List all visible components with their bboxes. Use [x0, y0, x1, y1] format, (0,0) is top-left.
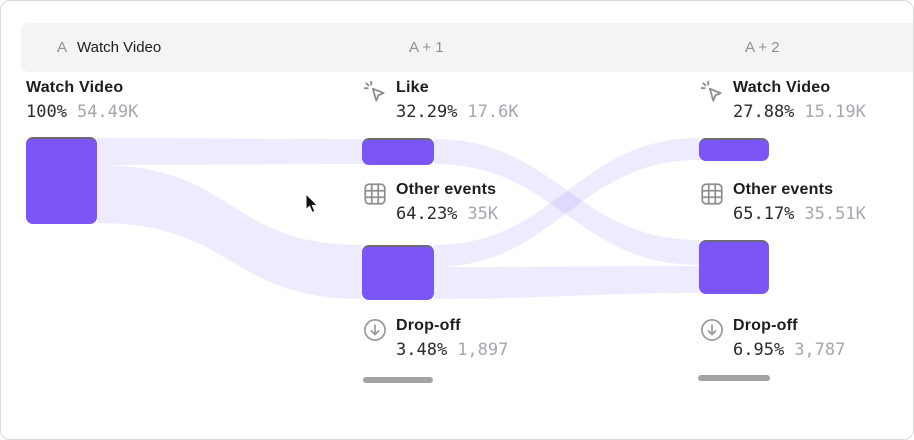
entry-percent: 3.48% [396, 340, 448, 360]
step-header-watch-video[interactable]: A Watch Video [21, 23, 387, 72]
entry-like-a1: Like 32.29% 17.6K [362, 77, 519, 124]
entry-count: 1,897 [457, 340, 509, 360]
step-header-label: A + 1 [409, 39, 444, 56]
flow-watchvideo-to-like[interactable] [97, 138, 362, 165]
grid-icon [699, 181, 725, 207]
entry-percent: 32.29% [396, 102, 458, 122]
flow-like-to-otherevents2[interactable] [434, 139, 699, 265]
click-icon [699, 79, 725, 105]
node-other-events-a1[interactable] [362, 245, 434, 300]
entry-other-events-a1: Other events 64.23% 35K [362, 179, 498, 226]
entry-watch-video-a2: Watch Video 27.88% 15.19K [699, 77, 866, 124]
step-header-a-plus-1[interactable]: A + 1 [357, 23, 739, 72]
entry-label: Other events [733, 181, 834, 198]
entry-other-events-a2: Other events 65.17% 35.51K [699, 179, 866, 226]
entry-percent: 100% [26, 102, 67, 122]
entry-drop-off-a1: Drop-off 3.48% 1,897 [362, 315, 508, 362]
entry-watch-video-a: Watch Video 100% 54.49K [26, 77, 138, 124]
grid-icon [362, 181, 388, 207]
flow-watchvideo-to-otherevents[interactable] [97, 165, 362, 299]
entry-label: Watch Video [733, 79, 831, 96]
entry-drop-off-a2: Drop-off 6.95% 3,787 [699, 315, 845, 362]
entry-label: Drop-off [733, 317, 798, 334]
mouse-cursor [305, 192, 321, 220]
entry-label: Other events [396, 181, 497, 198]
node-drop-off-a2[interactable] [698, 375, 770, 381]
flow-otherevents-to-otherevents2[interactable] [434, 266, 699, 299]
entry-count: 35.51K [804, 204, 866, 224]
step-header-label: A + 2 [745, 39, 780, 56]
entry-percent: 6.95% [733, 340, 785, 360]
step-header-label: Watch Video [77, 39, 162, 56]
step-header-a-plus-2[interactable]: A + 2 [693, 23, 913, 72]
dropoff-icon [362, 317, 388, 343]
entry-percent: 27.88% [733, 102, 795, 122]
step-badge: A [57, 39, 68, 56]
dropoff-icon [699, 317, 725, 343]
entry-count: 17.6K [467, 102, 519, 122]
entry-label: Watch Video [26, 79, 124, 96]
click-icon [362, 79, 388, 105]
node-watch-video-a[interactable] [26, 137, 97, 224]
node-watch-video-a2[interactable] [699, 138, 769, 161]
entry-label: Drop-off [396, 317, 461, 334]
entry-percent: 65.17% [733, 204, 795, 224]
entry-label: Like [396, 79, 429, 96]
node-like-a1[interactable] [362, 138, 434, 165]
node-other-events-a2[interactable] [699, 240, 769, 294]
entry-count: 35K [467, 204, 499, 224]
entry-count: 15.19K [804, 102, 866, 122]
entry-count: 3,787 [794, 340, 846, 360]
entry-count: 54.49K [76, 102, 139, 122]
flow-otherevents-to-watchvideo2[interactable] [434, 138, 699, 267]
entry-percent: 64.23% [396, 204, 458, 224]
node-drop-off-a1[interactable] [363, 377, 433, 383]
